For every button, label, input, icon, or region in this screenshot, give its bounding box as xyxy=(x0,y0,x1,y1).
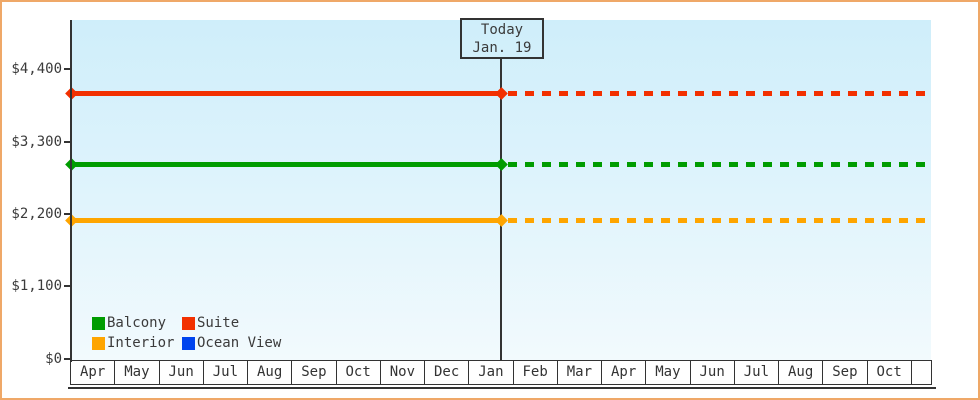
month-cell: Apr xyxy=(71,361,116,384)
y-axis-tick xyxy=(64,68,70,71)
series-line-interior xyxy=(70,217,501,223)
series-line-balcony xyxy=(70,162,501,168)
y-axis-label: $1,100 xyxy=(11,278,62,295)
legend-swatch-balcony xyxy=(92,317,105,330)
y-axis-tick xyxy=(64,285,70,288)
series-projection-suite xyxy=(508,90,931,96)
series-line-suite xyxy=(70,90,501,96)
month-cell: Sep xyxy=(823,361,868,384)
legend-swatch-interior xyxy=(92,337,105,350)
month-cell: Dec xyxy=(425,361,470,384)
month-cell: Aug xyxy=(248,361,293,384)
month-cell: Oct xyxy=(868,361,912,384)
series-projection-interior xyxy=(508,217,931,223)
y-axis-label: $3,300 xyxy=(11,133,62,150)
legend-label-balcony: Balcony xyxy=(107,315,167,331)
today-annotation-label: Today xyxy=(480,22,524,38)
legend-label-suite: Suite xyxy=(197,315,240,331)
today-annotation: Today Jan. 19 xyxy=(460,18,544,59)
x-axis-month-band: Apr May Jun Jul Aug Sep Oct Nov Dec Jan Feb Mar Apr M… xyxy=(70,360,932,385)
month-cell: Jan xyxy=(469,361,514,384)
month-cell: Jul xyxy=(735,361,779,384)
y-axis-tick xyxy=(64,212,70,215)
month-cell: Aug xyxy=(779,361,824,384)
month-cell: Feb xyxy=(514,361,558,384)
month-cell: Jul xyxy=(204,361,248,384)
legend-label-ocean-view: Ocean View xyxy=(197,335,282,351)
today-vertical-line xyxy=(500,58,502,360)
legend-swatch-suite xyxy=(182,317,195,330)
month-cell: Jun xyxy=(160,361,204,384)
month-cell: Sep xyxy=(292,361,337,384)
y-axis-label: $4,400 xyxy=(11,61,62,78)
y-axis-tick xyxy=(64,357,70,360)
today-annotation-date: Jan. 19 xyxy=(472,40,532,56)
y-axis-tick xyxy=(64,140,70,143)
month-cell: Apr xyxy=(602,361,647,384)
y-axis-label: $0 xyxy=(45,350,62,367)
month-cell: Nov xyxy=(381,361,425,384)
month-cell: Mar xyxy=(558,361,602,384)
month-cell: Oct xyxy=(337,361,381,384)
x-axis-baseline xyxy=(68,387,936,389)
legend-swatch-ocean-view xyxy=(182,337,195,350)
month-cell: May xyxy=(646,361,691,384)
month-cell: May xyxy=(115,361,160,384)
month-cell-empty xyxy=(912,361,931,384)
series-projection-balcony xyxy=(508,162,931,168)
y-axis-line xyxy=(70,20,72,362)
legend-label-interior: Interior xyxy=(107,335,175,351)
y-axis-label: $2,200 xyxy=(11,205,62,222)
month-cell: Jun xyxy=(691,361,735,384)
